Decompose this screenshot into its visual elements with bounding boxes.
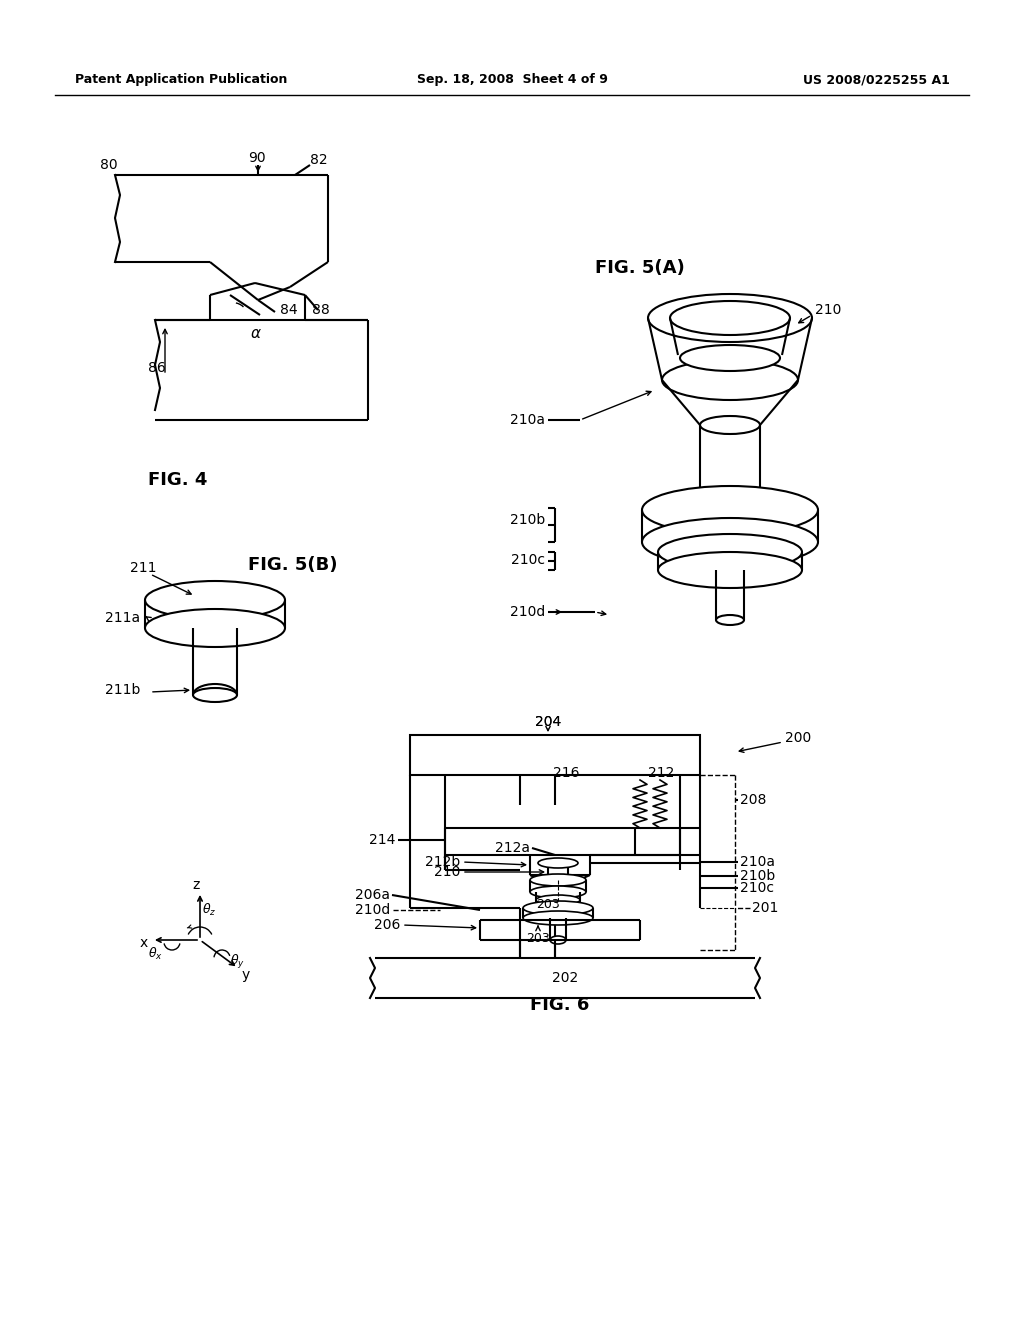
Text: 208: 208: [740, 793, 766, 807]
Text: FIG. 4: FIG. 4: [148, 471, 208, 488]
Text: 206: 206: [374, 917, 400, 932]
Text: $\alpha$: $\alpha$: [250, 326, 262, 341]
Text: 211: 211: [130, 561, 157, 576]
Ellipse shape: [658, 535, 802, 570]
Text: 201: 201: [752, 902, 778, 915]
Ellipse shape: [680, 345, 780, 371]
Text: 216: 216: [554, 766, 580, 780]
Text: 84: 84: [280, 304, 298, 317]
Ellipse shape: [530, 886, 586, 898]
Ellipse shape: [536, 895, 580, 906]
Text: 88: 88: [312, 304, 330, 317]
Text: 212b: 212b: [425, 855, 460, 869]
Text: Sep. 18, 2008  Sheet 4 of 9: Sep. 18, 2008 Sheet 4 of 9: [417, 74, 607, 87]
Ellipse shape: [145, 581, 285, 619]
Text: 204: 204: [535, 715, 561, 729]
Text: 210d: 210d: [354, 903, 390, 917]
Text: 203: 203: [526, 932, 550, 945]
Text: 203: 203: [537, 899, 560, 912]
Text: 214: 214: [369, 833, 395, 847]
Ellipse shape: [145, 609, 285, 647]
Text: 210a: 210a: [510, 413, 545, 426]
Text: 82: 82: [310, 153, 328, 168]
Ellipse shape: [648, 294, 812, 342]
Text: 206a: 206a: [355, 888, 390, 902]
Text: 210d: 210d: [510, 605, 545, 619]
Text: Patent Application Publication: Patent Application Publication: [75, 74, 288, 87]
Text: 210c: 210c: [511, 553, 545, 568]
Text: 210b: 210b: [740, 869, 775, 883]
Text: 210a: 210a: [740, 855, 775, 869]
Text: 211a: 211a: [105, 611, 140, 624]
Text: $\theta_z$: $\theta_z$: [202, 902, 216, 917]
Text: 86: 86: [148, 360, 166, 375]
Text: US 2008/0225255 A1: US 2008/0225255 A1: [803, 74, 950, 87]
Text: FIG. 6: FIG. 6: [530, 997, 590, 1014]
Text: z: z: [193, 878, 200, 892]
Ellipse shape: [700, 416, 760, 434]
Ellipse shape: [193, 688, 237, 702]
Ellipse shape: [523, 902, 593, 915]
Bar: [410, 735, 700, 775]
Text: 204: 204: [535, 715, 561, 729]
Ellipse shape: [536, 906, 580, 915]
Text: 202: 202: [552, 972, 579, 985]
Ellipse shape: [530, 874, 586, 886]
Text: 210c: 210c: [740, 880, 774, 895]
Ellipse shape: [538, 858, 578, 869]
Ellipse shape: [642, 517, 818, 566]
Text: 210: 210: [815, 304, 842, 317]
Text: FIG. 5(A): FIG. 5(A): [595, 259, 685, 277]
Text: 210b: 210b: [510, 513, 545, 527]
Ellipse shape: [523, 911, 593, 925]
Ellipse shape: [658, 552, 802, 587]
Ellipse shape: [642, 486, 818, 535]
Ellipse shape: [662, 360, 798, 400]
Ellipse shape: [670, 301, 790, 335]
Text: x: x: [140, 936, 148, 950]
Ellipse shape: [550, 936, 566, 944]
Text: 90: 90: [248, 150, 265, 165]
Text: $\theta_y$: $\theta_y$: [230, 953, 245, 972]
Ellipse shape: [716, 615, 744, 624]
Text: y: y: [242, 968, 250, 982]
Text: $\theta_x$: $\theta_x$: [148, 946, 163, 962]
Text: FIG. 5(B): FIG. 5(B): [248, 556, 338, 574]
Text: 212a: 212a: [495, 841, 530, 855]
Text: 80: 80: [100, 158, 118, 172]
Text: 212: 212: [648, 766, 675, 780]
Text: 211b: 211b: [105, 682, 140, 697]
Text: 200: 200: [785, 731, 811, 744]
Text: 210: 210: [433, 865, 460, 879]
